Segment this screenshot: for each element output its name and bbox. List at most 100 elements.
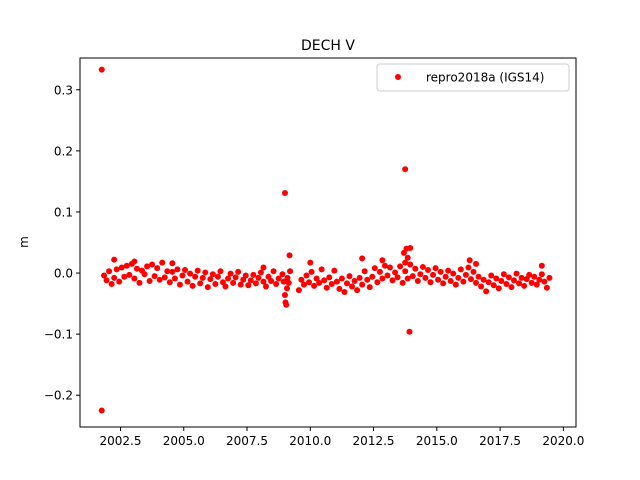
data-point <box>473 279 480 286</box>
data-point <box>123 262 130 269</box>
data-point <box>121 273 128 280</box>
data-point <box>227 270 234 277</box>
y-tick-label: −0.1 <box>44 328 73 342</box>
data-point <box>394 274 401 281</box>
data-point <box>131 258 138 265</box>
y-axis: −0.2 −0.1 0.0 0.1 0.2 0.3 <box>44 83 80 403</box>
data-point <box>214 273 221 280</box>
data-point <box>169 268 176 275</box>
plot-frame <box>79 57 577 428</box>
data-point <box>222 283 229 290</box>
data-point <box>417 271 424 278</box>
data-point <box>326 274 333 281</box>
data-point <box>435 276 442 283</box>
data-point <box>323 284 330 291</box>
data-point <box>279 271 286 278</box>
data-point <box>478 283 485 290</box>
x-tick-label: 2012.5 <box>353 434 395 448</box>
data-point <box>133 265 140 272</box>
data-point <box>455 274 462 281</box>
data-points-layer <box>98 66 553 414</box>
data-point <box>126 271 133 278</box>
data-point <box>106 268 113 275</box>
data-point <box>255 274 262 281</box>
data-point <box>379 257 386 264</box>
data-point <box>101 272 108 279</box>
data-point <box>318 266 325 273</box>
data-point <box>505 274 512 281</box>
data-point <box>232 274 239 281</box>
data-point <box>500 271 507 278</box>
data-point <box>406 328 413 335</box>
data-point <box>159 259 166 266</box>
data-point <box>399 279 406 286</box>
data-point <box>389 277 396 284</box>
data-point <box>533 281 540 288</box>
data-point <box>376 268 383 275</box>
data-point <box>179 272 186 279</box>
data-point <box>503 281 510 288</box>
data-point <box>351 277 358 284</box>
data-point <box>427 279 434 286</box>
data-point <box>275 275 282 282</box>
data-point <box>281 190 288 197</box>
data-point <box>371 265 378 272</box>
data-point <box>384 272 391 279</box>
data-point <box>404 275 411 282</box>
data-point <box>303 272 310 279</box>
data-point <box>402 259 409 266</box>
data-point <box>182 266 189 273</box>
data-point <box>412 265 419 272</box>
data-point <box>354 287 361 294</box>
data-point <box>260 264 267 271</box>
data-point <box>359 255 366 262</box>
data-point <box>300 281 307 288</box>
data-point <box>338 275 345 282</box>
data-point <box>116 278 123 285</box>
data-point <box>284 274 291 281</box>
data-point <box>407 245 414 251</box>
data-point <box>430 271 437 278</box>
data-point <box>98 66 105 73</box>
data-point <box>467 276 474 283</box>
data-point <box>424 266 431 273</box>
data-point <box>212 281 219 288</box>
data-point <box>268 277 275 284</box>
data-point <box>531 273 538 280</box>
data-point <box>457 266 464 273</box>
data-point <box>341 288 348 295</box>
data-point <box>111 274 118 281</box>
data-point <box>270 268 277 275</box>
data-point <box>349 283 356 290</box>
data-point <box>311 282 318 289</box>
data-point <box>197 280 204 287</box>
data-point <box>452 281 459 288</box>
legend-marker <box>395 74 401 80</box>
data-point <box>346 273 353 280</box>
data-point <box>336 285 343 292</box>
data-point <box>281 292 288 299</box>
data-point <box>445 267 452 274</box>
data-point <box>447 277 454 284</box>
data-point <box>333 278 340 285</box>
data-point <box>189 282 196 289</box>
data-point <box>536 276 543 283</box>
data-point <box>466 257 473 264</box>
data-point <box>161 274 168 281</box>
data-point <box>298 276 305 283</box>
data-point <box>465 264 472 271</box>
data-point <box>273 281 280 288</box>
data-point <box>356 274 363 281</box>
legend-box <box>376 63 570 92</box>
data-point <box>528 279 535 286</box>
y-tick-label: 0.2 <box>54 144 73 158</box>
data-point <box>217 268 224 275</box>
data-point <box>204 284 211 291</box>
data-point <box>328 281 335 288</box>
data-point <box>407 261 414 268</box>
data-point <box>174 266 181 273</box>
data-point <box>521 282 528 289</box>
data-point <box>98 407 105 414</box>
data-point <box>460 278 467 285</box>
